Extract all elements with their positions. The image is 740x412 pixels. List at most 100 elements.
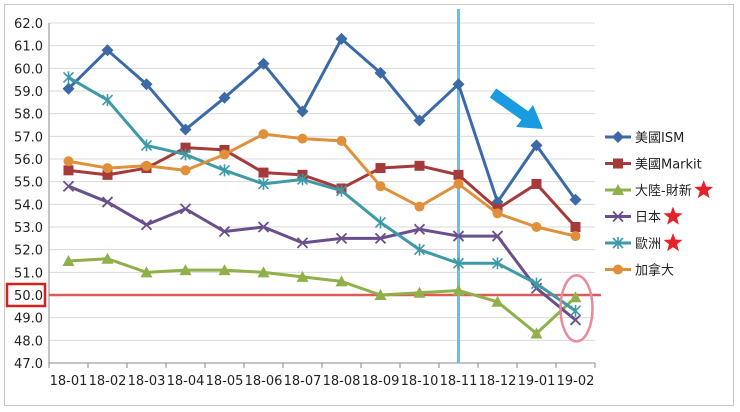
data-point (179, 123, 192, 136)
data-point (612, 184, 624, 195)
data-point (63, 156, 74, 167)
data-point (570, 231, 581, 242)
data-point (452, 78, 465, 91)
data-point (413, 114, 426, 127)
y-tick-label: 57.0 (14, 130, 43, 145)
y-tick-label: 51.0 (14, 266, 43, 281)
data-point (374, 232, 387, 244)
series-5 (62, 71, 582, 317)
legend-label: 大陸-財新 (635, 183, 692, 199)
data-point (492, 208, 503, 219)
x-tick-label: 18-10 (401, 374, 439, 389)
data-point (179, 264, 192, 276)
data-point (413, 286, 426, 298)
data-point (491, 230, 504, 242)
data-point (296, 173, 309, 186)
data-point (612, 210, 624, 223)
legend-item-5: 歐洲 (605, 233, 683, 252)
data-point (452, 257, 465, 270)
data-point (218, 225, 231, 238)
legend-label: 美國ISM (635, 131, 684, 146)
data-point (413, 223, 426, 235)
data-point (452, 284, 465, 296)
data-point (296, 237, 309, 249)
data-point (62, 71, 75, 84)
data-point (374, 66, 387, 79)
y-tick-label: 58.0 (14, 108, 43, 123)
legend-item-4: 日本 (605, 206, 683, 226)
data-point (491, 257, 504, 270)
y-tick-label: 53.0 (14, 221, 43, 236)
y-tick-label: 60.0 (14, 62, 43, 77)
legend-item-3: 大陸-財新 (605, 180, 714, 199)
data-point (530, 327, 543, 339)
x-tick-label: 19-02 (557, 374, 595, 389)
y-tick-label: 55.0 (14, 176, 43, 191)
series-line (68, 132, 576, 238)
data-point (218, 164, 231, 177)
data-point (453, 178, 464, 189)
data-point (453, 169, 464, 180)
data-point (257, 221, 270, 233)
data-point (219, 149, 230, 160)
data-point (531, 222, 542, 232)
data-point (569, 291, 582, 303)
data-point (258, 129, 269, 140)
data-point (531, 178, 542, 189)
series-3 (62, 252, 582, 339)
y-tick-label: 61.0 (14, 40, 43, 55)
data-point (257, 57, 270, 70)
data-point (179, 148, 192, 161)
x-tick-label: 18-07 (284, 374, 322, 389)
data-point (62, 255, 75, 266)
highlight-ellipse (559, 274, 594, 343)
trend-arrow-head (516, 105, 543, 129)
data-point (101, 252, 114, 264)
data-point (62, 82, 75, 95)
data-point (258, 167, 269, 178)
data-point (102, 169, 113, 180)
x-axis: 18-01 18-02 18-03 18-04 18-05 18-06 18-07 18-08… (48, 362, 596, 389)
trend-arrow-shaft (489, 88, 535, 125)
data-point (179, 203, 192, 215)
data-point (140, 219, 153, 231)
x-tick-label: 18-11 (440, 374, 478, 389)
series-line (68, 146, 577, 229)
pmi-line-chart: 47.0 48.0 49.0 50.0 51.0 52.0 53.0 54.0 55.0 56.0… (5, 9, 714, 389)
star-icon (663, 233, 683, 252)
y-tick-label: 52.0 (14, 244, 43, 259)
data-point (180, 165, 191, 176)
data-point (491, 295, 504, 307)
data-point (335, 184, 348, 197)
data-point (102, 163, 113, 174)
y-tick-label: 49.0 (14, 312, 43, 327)
data-point (612, 131, 624, 143)
series-layer (62, 32, 582, 339)
data-point (374, 216, 387, 229)
data-point (140, 78, 153, 91)
data-point (612, 237, 624, 249)
data-point (452, 230, 465, 242)
data-point (218, 264, 231, 276)
data-point (335, 32, 348, 45)
data-point (140, 266, 153, 278)
star-icon (663, 206, 683, 225)
data-point (374, 289, 387, 300)
series-2 (63, 142, 581, 232)
x-tick-label: 18-09 (362, 374, 400, 389)
data-point (414, 201, 425, 212)
data-point (296, 105, 309, 118)
data-point (62, 180, 75, 192)
y-axis: 47.0 48.0 49.0 50.0 51.0 52.0 53.0 54.0 55.0 56.0… (5, 17, 50, 372)
star-icon (694, 180, 714, 199)
series-4 (62, 180, 582, 326)
legend-item-6: 加拿大 (605, 263, 674, 279)
chart-frame: 47.0 48.0 49.0 50.0 51.0 52.0 53.0 54.0 55.0 56.0… (4, 4, 734, 406)
legend-item-1: 美國ISM (605, 131, 684, 146)
data-point (101, 196, 114, 208)
series-line (68, 257, 577, 336)
series-line (67, 37, 577, 204)
data-point (296, 270, 309, 282)
data-point (375, 181, 386, 192)
